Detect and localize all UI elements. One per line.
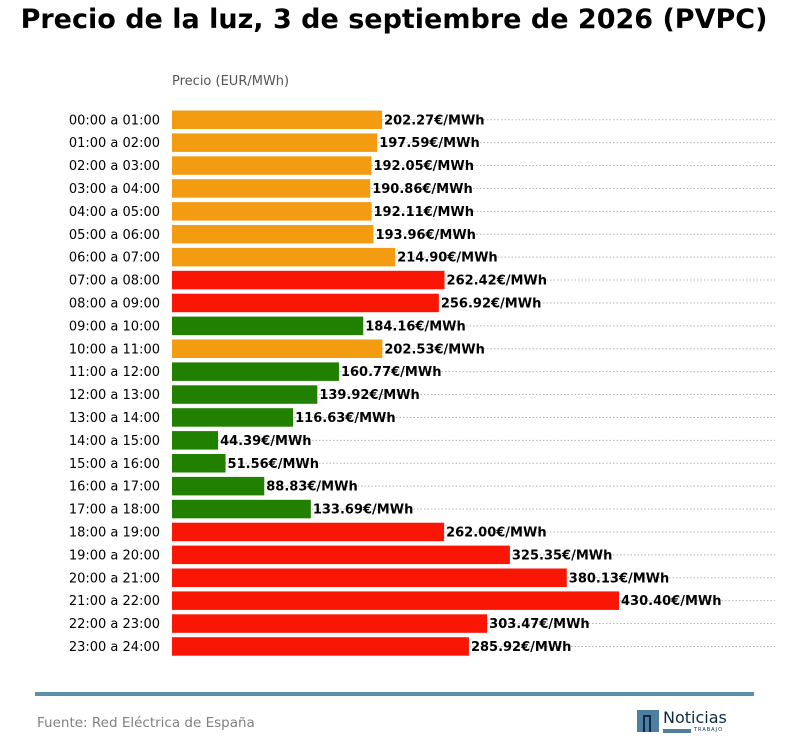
price-bar: [172, 591, 619, 610]
price-value-label: 184.16€/MWh: [365, 319, 466, 334]
hour-label: 09:00 a 10:00: [69, 319, 160, 334]
price-bar: [172, 385, 318, 404]
logo-mark-icon: [637, 710, 659, 732]
logo-underline: [663, 728, 691, 733]
price-bar: [172, 637, 469, 656]
hour-label: 00:00 a 01:00: [69, 113, 160, 128]
price-bar: [172, 179, 371, 198]
price-value-label: 192.05€/MWh: [373, 159, 474, 174]
price-value-label: 44.39€/MWh: [220, 434, 311, 449]
price-bar: [172, 568, 567, 587]
hour-label: 12:00 a 13:00: [69, 388, 160, 403]
price-value-label: 197.59€/MWh: [379, 136, 480, 151]
hour-label: 17:00 a 18:00: [69, 503, 160, 518]
price-bar: [172, 202, 372, 221]
hour-label: 02:00 a 03:00: [69, 159, 160, 174]
hour-label: 14:00 a 15:00: [69, 434, 160, 449]
x-axis-label: Precio (EUR/MWh): [172, 74, 290, 89]
price-bar-chart: 00:00 a 01:00 202.27€/MWh 01:00 a 02:00 197…: [69, 110, 775, 656]
hour-label: 18:00 a 19:00: [69, 525, 160, 540]
hour-label: 19:00 a 20:00: [69, 548, 160, 563]
hour-label: 07:00 a 08:00: [69, 274, 160, 289]
price-bar: [172, 476, 265, 496]
hour-label: 16:00 a 17:00: [69, 480, 160, 495]
price-value-label: 51.56€/MWh: [228, 457, 319, 472]
hour-label: 15:00 a 16:00: [69, 457, 160, 472]
price-value-label: 262.42€/MWh: [447, 274, 548, 289]
hour-label: 13:00 a 14:00: [69, 411, 160, 426]
price-bar: [172, 454, 226, 473]
price-value-label: 133.69€/MWh: [313, 503, 414, 518]
price-bar: [172, 408, 294, 427]
price-value-label: 116.63€/MWh: [295, 411, 396, 426]
price-value-label: 160.77€/MWh: [341, 365, 442, 380]
hour-label: 20:00 a 21:00: [69, 571, 160, 586]
hour-label: 01:00 a 02:00: [69, 136, 160, 151]
price-value-label: 380.13€/MWh: [569, 571, 670, 586]
price-value-label: 193.96€/MWh: [375, 228, 476, 243]
chart-title: Precio de la luz, 3 de septiembre de 202…: [20, 4, 768, 35]
price-value-label: 325.35€/MWh: [512, 548, 612, 563]
hour-label: 03:00 a 04:00: [69, 182, 160, 197]
source-note: Fuente: Red Eléctrica de España: [37, 715, 255, 731]
logo-subword: TRABAJO: [694, 727, 724, 733]
price-value-label: 256.92€/MWh: [441, 296, 542, 311]
logo-word: Noticias: [663, 708, 727, 727]
price-value-label: 139.92€/MWh: [319, 388, 420, 403]
price-bar: [172, 293, 439, 313]
price-value-label: 192.11€/MWh: [374, 205, 475, 220]
price-bar: [172, 133, 378, 152]
price-bar: [172, 156, 372, 175]
price-bar: [172, 316, 364, 336]
price-value-label: 202.53€/MWh: [384, 342, 485, 357]
hour-label: 11:00 a 12:00: [69, 365, 160, 380]
price-value-label: 214.90€/MWh: [397, 251, 498, 266]
hour-label: 22:00 a 23:00: [69, 617, 160, 632]
hour-label: 23:00 a 24:00: [69, 640, 160, 655]
price-value-label: 88.83€/MWh: [266, 480, 357, 495]
noticias-trabajo-logo[interactable]: Noticias TRABAJO: [637, 710, 727, 733]
price-bar: [172, 431, 219, 450]
hour-label: 05:00 a 06:00: [69, 228, 160, 243]
price-bar: [172, 339, 383, 358]
price-value-label: 262.00€/MWh: [446, 525, 546, 540]
price-value-label: 430.40€/MWh: [621, 594, 722, 609]
hour-label: 06:00 a 07:00: [69, 251, 160, 266]
price-bar: [172, 545, 510, 565]
hour-label: 08:00 a 09:00: [69, 296, 160, 311]
price-bar: [172, 225, 374, 244]
hour-label: 10:00 a 11:00: [69, 342, 160, 357]
price-bar: [172, 110, 383, 129]
price-value-label: 285.92€/MWh: [471, 640, 572, 655]
price-bar: [172, 362, 339, 381]
price-bar: [172, 499, 311, 519]
hour-label: 04:00 a 05:00: [69, 205, 160, 220]
footer-divider: [35, 692, 754, 696]
price-bar: [172, 614, 488, 633]
price-bar: [172, 522, 445, 542]
price-bar: [172, 270, 445, 290]
price-bar: [172, 247, 396, 267]
price-value-label: 190.86€/MWh: [372, 182, 473, 197]
hour-label: 21:00 a 22:00: [69, 594, 160, 609]
price-value-label: 202.27€/MWh: [384, 113, 485, 128]
price-value-label: 303.47€/MWh: [489, 617, 589, 632]
